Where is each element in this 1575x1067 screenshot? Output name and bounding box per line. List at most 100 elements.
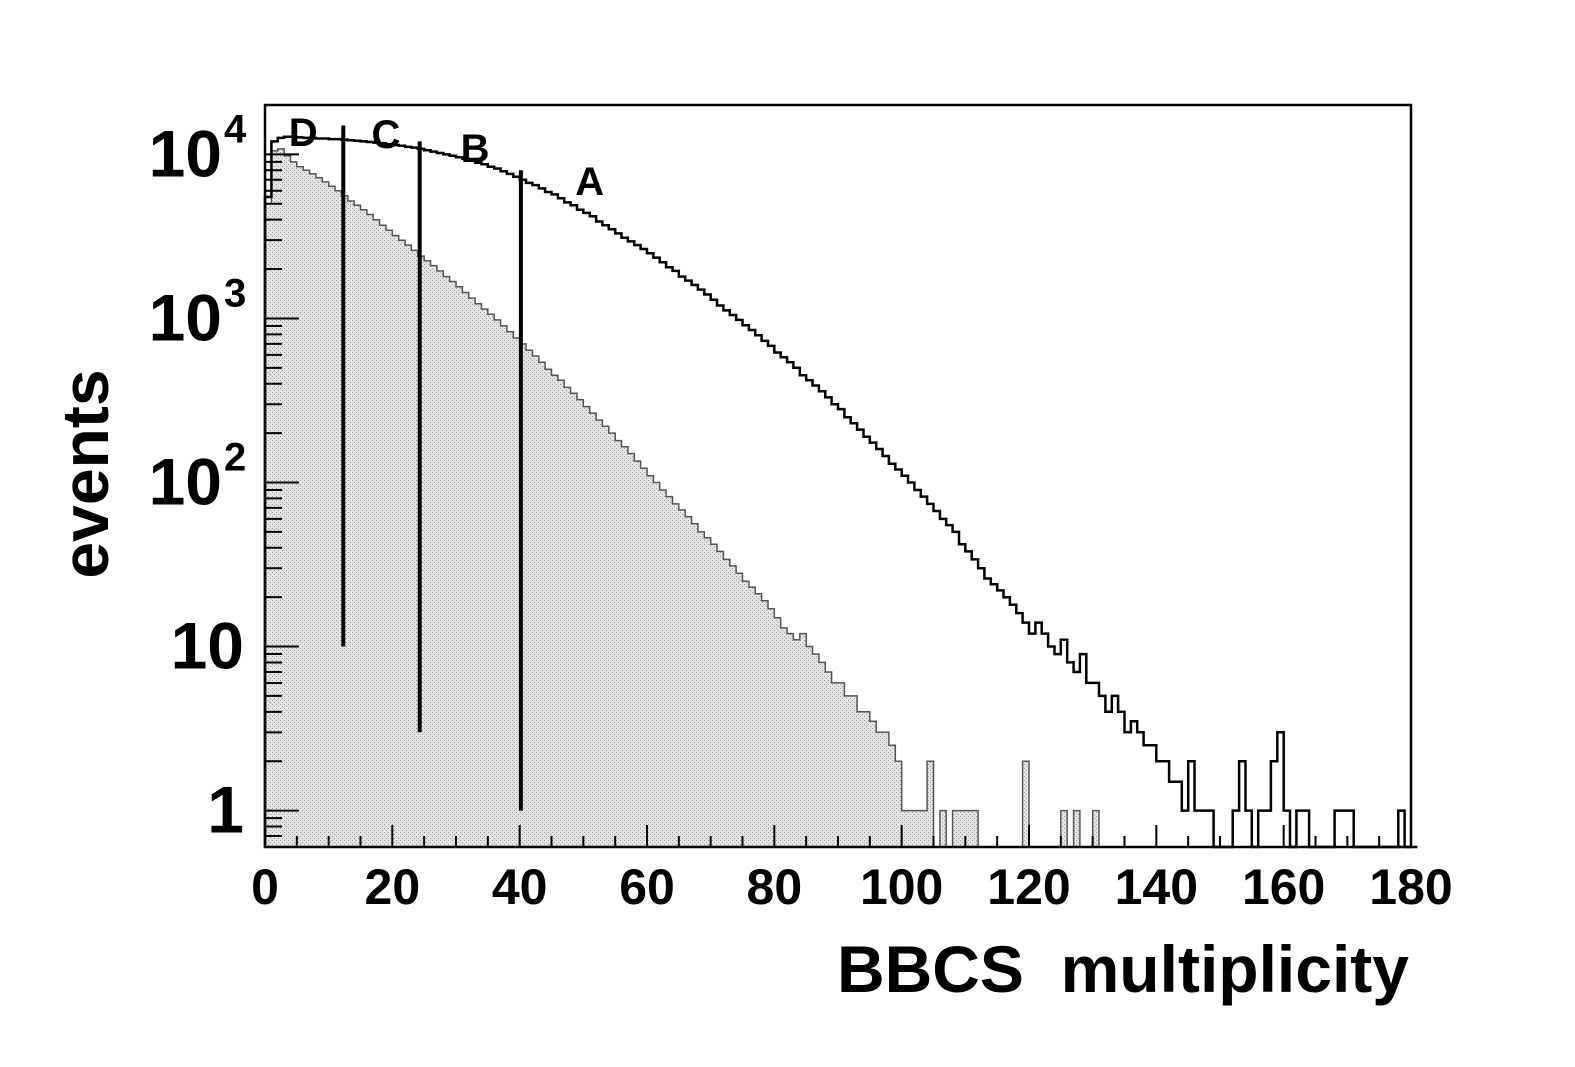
filled-bin bbox=[818, 662, 826, 847]
filled-bin bbox=[965, 810, 972, 847]
filled-bin bbox=[596, 420, 603, 847]
filled-bin bbox=[1073, 810, 1081, 847]
outline-histogram bbox=[263, 135, 1418, 849]
filled-bin bbox=[328, 186, 336, 847]
filled-bin bbox=[914, 810, 922, 847]
filled-bin bbox=[570, 393, 578, 847]
filled-bin bbox=[373, 219, 380, 848]
filled-bin bbox=[354, 205, 361, 847]
filled-bin bbox=[939, 810, 947, 847]
filled-bin bbox=[812, 654, 820, 847]
filled-bin bbox=[774, 617, 781, 847]
filled-bin bbox=[825, 671, 832, 847]
filled-bin bbox=[869, 721, 877, 847]
filled-bin bbox=[506, 331, 514, 848]
centrality-cut-lines bbox=[341, 125, 523, 811]
x-tick-label: 120 bbox=[987, 859, 1070, 915]
filled-bin bbox=[653, 482, 661, 847]
filled-bin bbox=[723, 559, 731, 847]
filled-bin bbox=[1092, 810, 1100, 847]
filled-bin bbox=[704, 537, 711, 847]
filled-bin bbox=[927, 761, 934, 847]
filled-bin bbox=[742, 581, 750, 847]
filled-bin bbox=[952, 810, 960, 847]
x-tick-label: 100 bbox=[860, 859, 943, 915]
filled-bin bbox=[895, 761, 902, 847]
filled-bin bbox=[265, 203, 272, 847]
filled-bin bbox=[347, 200, 355, 848]
filled-bin bbox=[551, 375, 559, 847]
filled-bin bbox=[430, 265, 438, 848]
filled-bin bbox=[526, 350, 533, 847]
filled-bin bbox=[284, 155, 291, 847]
region-label-a: A bbox=[575, 160, 604, 204]
filled-bin bbox=[309, 173, 317, 847]
x-tick-label: 140 bbox=[1115, 859, 1198, 915]
filled-bin bbox=[761, 600, 769, 847]
filled-bin bbox=[857, 711, 864, 847]
filled-bin bbox=[920, 810, 928, 847]
filled-bin bbox=[468, 298, 476, 847]
filled-bin bbox=[799, 633, 807, 847]
filled-bin bbox=[627, 453, 635, 847]
filled-bin bbox=[958, 810, 966, 847]
region-label-c: C bbox=[372, 113, 401, 157]
filled-bin bbox=[494, 319, 501, 847]
filled-bin bbox=[717, 551, 724, 847]
filled-bin bbox=[793, 639, 801, 847]
filled-bin bbox=[608, 433, 616, 847]
filled-bin bbox=[908, 810, 915, 847]
filled-bin bbox=[615, 440, 622, 847]
x-tick-label: 60 bbox=[619, 859, 675, 915]
filled-bin bbox=[806, 646, 813, 847]
filled-bin bbox=[462, 292, 470, 848]
filled-bin bbox=[863, 711, 871, 847]
y-tick-label: 10 bbox=[171, 609, 244, 683]
region-labels: D C B A bbox=[289, 111, 604, 204]
filled-bin bbox=[589, 413, 597, 847]
filled-bin bbox=[456, 286, 463, 847]
filled-bin bbox=[640, 468, 648, 847]
filled-bin bbox=[315, 177, 323, 848]
filled-bin bbox=[736, 573, 743, 847]
filled-bin bbox=[436, 270, 444, 847]
filled-bin bbox=[392, 235, 399, 847]
x-tick-label: 20 bbox=[365, 859, 421, 915]
filled-bin bbox=[296, 166, 304, 847]
filled-bin bbox=[1022, 761, 1030, 847]
outline-histogram-line bbox=[263, 135, 1418, 849]
filled-bin bbox=[487, 314, 495, 847]
filled-bin bbox=[971, 810, 979, 847]
region-label-d: D bbox=[289, 111, 318, 155]
filled-bin bbox=[411, 250, 419, 848]
filled-bin bbox=[710, 544, 718, 847]
filled-bin bbox=[405, 245, 412, 847]
filled-bin bbox=[481, 309, 489, 848]
filled-bin bbox=[360, 209, 368, 847]
filled-bin bbox=[748, 587, 756, 847]
filled-bin bbox=[424, 260, 431, 847]
filled-bin bbox=[538, 362, 546, 847]
filled-histogram bbox=[264, 148, 1106, 848]
filled-bin bbox=[545, 369, 552, 847]
filled-bin bbox=[335, 190, 342, 847]
filled-bin bbox=[290, 161, 298, 847]
filled-bin bbox=[519, 343, 527, 847]
filled-bin bbox=[780, 627, 788, 847]
filled-bin bbox=[697, 531, 705, 847]
filled-bin bbox=[767, 608, 775, 847]
y-axis-title: events bbox=[48, 369, 122, 578]
filled-bin bbox=[691, 523, 699, 847]
filled-bin bbox=[449, 281, 457, 848]
x-axis-title: BBCS multiplicity bbox=[837, 932, 1409, 1006]
filled-bin bbox=[876, 732, 883, 847]
filled-bin bbox=[379, 225, 387, 848]
filled-bin bbox=[398, 240, 406, 848]
filled-bin bbox=[564, 387, 571, 847]
filled-bin bbox=[303, 170, 310, 847]
filled-bin bbox=[621, 446, 629, 847]
filled-bin bbox=[888, 745, 896, 847]
filled-bin bbox=[882, 732, 890, 847]
filled-bin bbox=[729, 565, 737, 847]
